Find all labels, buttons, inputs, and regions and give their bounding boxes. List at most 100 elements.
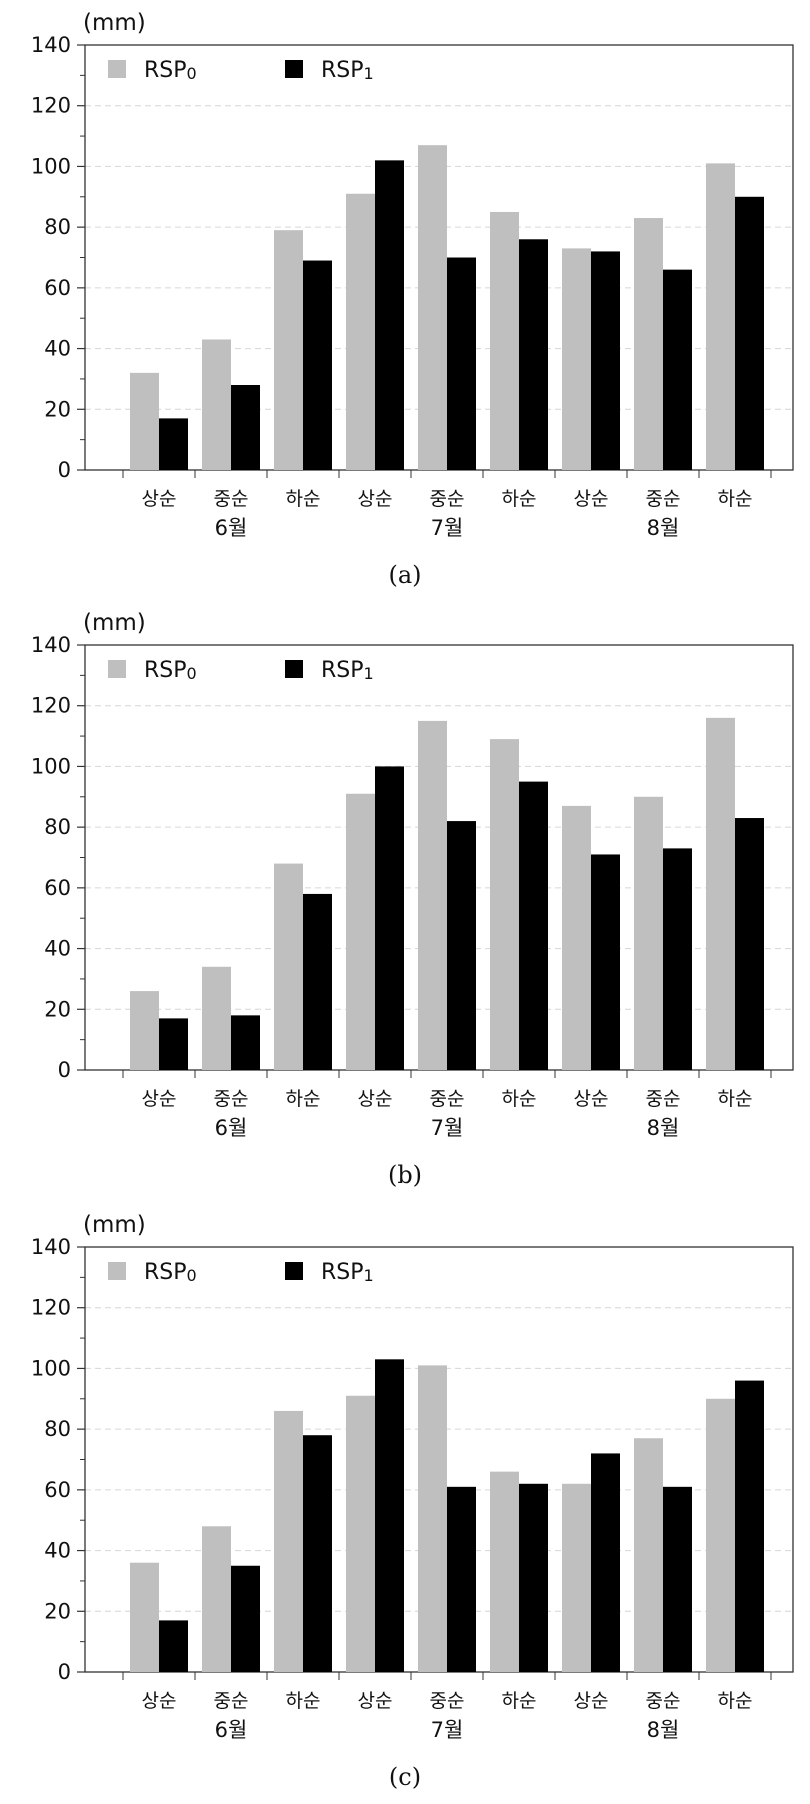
legend-label-rsp1: RSP1: [321, 58, 374, 83]
x-category-label: 상순: [142, 488, 177, 510]
bar-rsp1: [519, 781, 548, 1070]
x-category-label: 하순: [718, 1088, 753, 1110]
y-tick-label: 0: [58, 1660, 71, 1684]
legend-series-subscript: 0: [187, 664, 197, 683]
y-tick-label: 80: [44, 1417, 71, 1441]
x-group-label: 6월: [215, 516, 248, 540]
bar-rsp0: [418, 1365, 447, 1672]
y-tick-label: 120: [31, 694, 71, 718]
y-tick-label: 40: [44, 937, 71, 961]
bar-rsp1: [663, 1486, 692, 1672]
y-tick-label: 40: [44, 337, 71, 361]
bar-rsp0: [418, 145, 447, 470]
y-unit-label: (mm): [83, 610, 146, 636]
y-tick-label: 120: [31, 94, 71, 118]
bar-rsp1: [303, 893, 332, 1070]
y-tick-label: 100: [31, 754, 71, 778]
y-tick-label: 60: [44, 1478, 71, 1502]
figure-caption: (b): [388, 1161, 422, 1189]
x-category-label: 하순: [286, 488, 321, 510]
bar-rsp0: [274, 863, 303, 1070]
x-group-label: 7월: [431, 516, 464, 540]
bar-rsp1: [159, 1018, 188, 1070]
bar-rsp0: [562, 805, 591, 1070]
bar-rsp1: [231, 1565, 260, 1672]
bar-rsp0: [202, 966, 231, 1070]
bar-rsp0: [346, 1395, 375, 1672]
legend-series-name: RSP: [321, 658, 364, 683]
bar-rsp0: [346, 193, 375, 470]
y-tick-label: 80: [44, 815, 71, 839]
bar-rsp1: [375, 160, 404, 470]
bar-chart-b: 0 20 40 60 80 100 120 140 (mm) 상순 중순 하순 상순 중순 하순 상순 중순 하순…: [31, 610, 794, 1189]
figure-caption: (c): [389, 1763, 421, 1791]
x-category-label: 중순: [646, 1088, 681, 1110]
bar-rsp1: [519, 239, 548, 470]
y-tick-label: 140: [31, 633, 71, 657]
legend-label-rsp0: RSP0: [144, 658, 197, 683]
bar-rsp0: [202, 339, 231, 470]
bar-rsp0: [490, 739, 519, 1070]
legend-label-rsp1: RSP1: [321, 658, 374, 683]
x-category-label: 중순: [214, 1690, 249, 1712]
legend-series-subscript: 1: [364, 64, 374, 83]
bar-rsp1: [663, 269, 692, 470]
x-group-label: 7월: [431, 1718, 464, 1742]
bar-rsp1: [735, 818, 764, 1070]
legend-series-name: RSP: [144, 658, 187, 683]
bar-rsp0: [562, 1483, 591, 1672]
legend-swatch-rsp0: [108, 660, 126, 678]
figure-caption: (a): [388, 561, 421, 589]
y-tick-label: 20: [44, 397, 71, 421]
y-unit-label: (mm): [83, 1212, 146, 1238]
legend-swatch-rsp1: [285, 660, 303, 678]
bar-chart-c: 0 20 40 60 80 100 120 140 (mm) 상순 중순 하순 상순 중순 하순 상순 중순 하순…: [31, 1212, 794, 1791]
x-category-label: 상순: [574, 488, 609, 510]
bar-rsp1: [231, 1015, 260, 1070]
bar-rsp1: [303, 1435, 332, 1672]
legend-series-name: RSP: [144, 1260, 187, 1285]
bar-rsp1: [447, 821, 476, 1070]
legend-series-name: RSP: [321, 58, 364, 83]
bar-rsp1: [519, 1483, 548, 1672]
bar-rsp1: [159, 1620, 188, 1672]
x-category-label: 하순: [502, 1690, 537, 1712]
chart-panel-b: 0 20 40 60 80 100 120 140 (mm) 상순 중순 하순 상순 중순 하순 상순 중순 하순…: [0, 600, 810, 1200]
y-tick-label: 40: [44, 1539, 71, 1563]
legend-series-subscript: 1: [364, 1266, 374, 1285]
x-category-label: 하순: [502, 1088, 537, 1110]
bar-rsp1: [591, 251, 620, 470]
legend-label-rsp1: RSP1: [321, 1260, 374, 1285]
x-group-label: 8월: [647, 1116, 680, 1140]
x-category-label: 중순: [214, 488, 249, 510]
bar-rsp0: [706, 163, 735, 470]
legend-swatch-rsp0: [108, 1262, 126, 1280]
bar-rsp0: [490, 211, 519, 470]
legend-label-rsp0: RSP0: [144, 58, 197, 83]
legend-series-subscript: 0: [187, 64, 197, 83]
x-category-label: 중순: [430, 488, 465, 510]
bar-rsp0: [634, 796, 663, 1070]
x-category-label: 중순: [214, 1088, 249, 1110]
y-tick-label: 0: [58, 1058, 71, 1082]
x-category-label: 상순: [358, 1088, 393, 1110]
bar-rsp0: [130, 1562, 159, 1672]
y-tick-label: 100: [31, 154, 71, 178]
bar-chart-a: 0 20 40 60 80 100 120 140 (mm) 상순 중순 하순 상순 중순 하순 상순 중순 하순…: [31, 10, 794, 589]
bar-rsp0: [130, 372, 159, 470]
chart-panel-a: 0 20 40 60 80 100 120 140 (mm) 상순 중순 하순 상순 중순 하순 상순 중순 하순…: [0, 0, 810, 600]
legend-series-name: RSP: [144, 58, 187, 83]
x-category-label: 중순: [430, 1690, 465, 1712]
legend-series-name: RSP: [321, 1260, 364, 1285]
x-category-label: 하순: [718, 1690, 753, 1712]
bar-rsp1: [447, 1486, 476, 1672]
legend-series-subscript: 0: [187, 1266, 197, 1285]
bar-rsp0: [418, 720, 447, 1070]
bar-rsp1: [303, 260, 332, 470]
y-tick-label: 140: [31, 33, 71, 57]
x-group-label: 7월: [431, 1116, 464, 1140]
bar-rsp0: [346, 793, 375, 1070]
bar-rsp1: [375, 766, 404, 1070]
y-tick-label: 60: [44, 876, 71, 900]
x-category-label: 상순: [574, 1088, 609, 1110]
